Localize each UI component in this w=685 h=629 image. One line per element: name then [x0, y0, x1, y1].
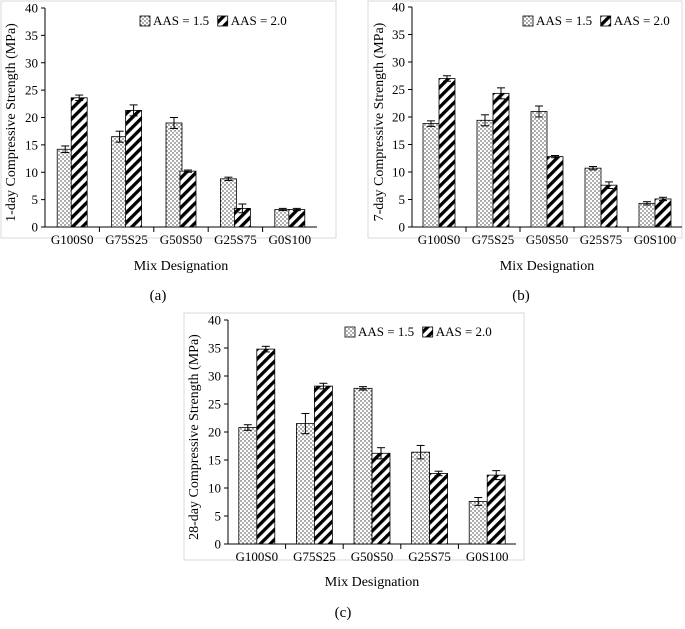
y-tick-label: 15 [392, 137, 405, 152]
y-tick-label: 10 [392, 165, 405, 180]
x-tick-label: G75S25 [293, 549, 336, 564]
y-tick-label: 40 [392, 0, 405, 15]
chart-border [367, 0, 683, 239]
y-tick-label: 40 [25, 1, 38, 16]
bar-aas-2-0 [654, 198, 672, 228]
legend-swatch [139, 15, 151, 27]
y-tick-label: 20 [208, 425, 221, 440]
y-tick-label: 15 [25, 137, 38, 152]
x-tick-label: G50S50 [351, 549, 394, 564]
y-axis-title: 1-day Compressive Strength (MPa) [4, 23, 19, 222]
y-tick-label: 35 [392, 27, 405, 42]
y-tick-label: 30 [25, 55, 38, 70]
y-tick-label: 5 [215, 509, 222, 524]
legend-swatch [522, 15, 534, 27]
legend-label: AAS = 2.0 [614, 13, 670, 28]
x-axis-title: Mix Designation [325, 575, 420, 590]
legend: AAS = 1.5 AAS = 2.0 [344, 324, 492, 339]
bar-aas-2-0 [288, 209, 306, 228]
bar-aas-1-5 [476, 119, 494, 228]
bar-aas-1-5 [584, 167, 602, 228]
x-tick-label: G100S0 [418, 232, 461, 247]
panel-caption: (a) [150, 288, 167, 304]
x-axis-title: Mix Designation [134, 259, 229, 274]
y-tick-label: 0 [32, 220, 39, 235]
legend-swatch [422, 326, 434, 338]
y-tick-label: 20 [25, 110, 38, 125]
bar-aas-1-5 [353, 387, 373, 545]
panel-caption: (c) [335, 605, 352, 621]
bar-aas-1-5 [468, 501, 488, 545]
x-tick-label: G0S100 [466, 549, 509, 564]
legend-label: AAS = 2.0 [231, 13, 287, 28]
y-tick-label: 35 [208, 341, 221, 356]
bar-aas-2-0 [313, 385, 333, 545]
bar-aas-1-5 [111, 136, 128, 228]
legend-label: AAS = 2.0 [436, 324, 492, 339]
legend-swatch [600, 15, 612, 27]
legend-label: AAS = 1.5 [153, 13, 209, 28]
y-tick-label: 5 [32, 192, 39, 207]
x-tick-label: G25S75 [408, 549, 451, 564]
bar-aas-1-5 [530, 111, 548, 228]
y-tick-label: 25 [25, 83, 38, 98]
bar-aas-2-0 [70, 97, 88, 228]
y-tick-label: 10 [208, 481, 221, 496]
y-axis-title: 7-day Compressive Strength (MPa) [372, 22, 387, 221]
y-tick-label: 40 [208, 313, 221, 328]
bar-aas-1-5 [638, 202, 656, 228]
y-tick-label: 30 [208, 369, 221, 384]
bar-aas-1-5 [56, 148, 74, 228]
y-tick-label: 10 [25, 165, 38, 180]
legend-label: AAS = 1.5 [358, 324, 414, 339]
bar-aas-2-0 [179, 170, 197, 228]
y-tick-label: 25 [392, 82, 405, 97]
x-tick-label: G25S75 [214, 232, 257, 247]
x-tick-label: G100S0 [235, 549, 278, 564]
x-tick-label: G100S0 [51, 232, 94, 247]
y-tick-label: 35 [25, 28, 38, 43]
x-axis-title: Mix Designation [500, 259, 595, 274]
x-tick-label: G0S100 [268, 232, 311, 247]
legend-swatch [217, 15, 229, 27]
bar-aas-1-5 [295, 423, 315, 545]
bar-aas-2-0 [546, 156, 564, 228]
bar-aas-2-0 [486, 474, 506, 545]
y-tick-label: 25 [208, 397, 221, 412]
chart-panel-2: 0 5 10 15 20 25 30 35 40 G100S0 G75S25 G50S50 G25S75… [367, 0, 683, 274]
legend: AAS = 1.5 AAS = 2.0 [522, 13, 670, 28]
x-tick-label: G75S25 [472, 232, 515, 247]
chart-border [183, 312, 525, 561]
x-tick-label: G50S50 [526, 232, 569, 247]
chart-panel-1: 0 5 10 15 20 25 30 35 40 G100S0 G75S25 G50S50 G25S75… [0, 0, 337, 274]
bar-aas-2-0 [438, 78, 456, 228]
chart-border [0, 0, 337, 239]
y-tick-label: 20 [392, 110, 405, 125]
x-tick-label: G0S100 [634, 232, 677, 247]
x-tick-label: G75S25 [105, 232, 148, 247]
legend-swatch [344, 326, 356, 338]
y-tick-label: 15 [208, 453, 221, 468]
y-tick-label: 0 [399, 220, 406, 235]
y-tick-label: 30 [392, 55, 405, 70]
bar-aas-1-5 [238, 427, 258, 545]
bar-aas-2-0 [256, 348, 276, 545]
bar-aas-2-0 [429, 473, 449, 545]
bar-aas-2-0 [125, 109, 142, 228]
chart-panel-3: 0 5 10 15 20 25 30 35 40 G100S0 G75S25 G50S50 G25S75… [183, 312, 525, 590]
y-tick-label: 0 [215, 537, 222, 552]
bar-aas-2-0 [371, 452, 391, 545]
legend-label: AAS = 1.5 [536, 13, 592, 28]
legend: AAS = 1.5 AAS = 2.0 [139, 13, 287, 28]
panel-caption: (b) [512, 288, 530, 304]
x-tick-label: G25S75 [580, 232, 623, 247]
bar-aas-1-5 [411, 451, 431, 545]
bar-aas-1-5 [422, 123, 440, 228]
y-axis-title: 28-day Compressive Strength (MPa) [187, 334, 202, 540]
bar-aas-2-0 [600, 184, 618, 228]
bar-aas-2-0 [492, 92, 510, 228]
x-tick-label: G50S50 [160, 232, 203, 247]
y-tick-label: 5 [399, 192, 406, 207]
